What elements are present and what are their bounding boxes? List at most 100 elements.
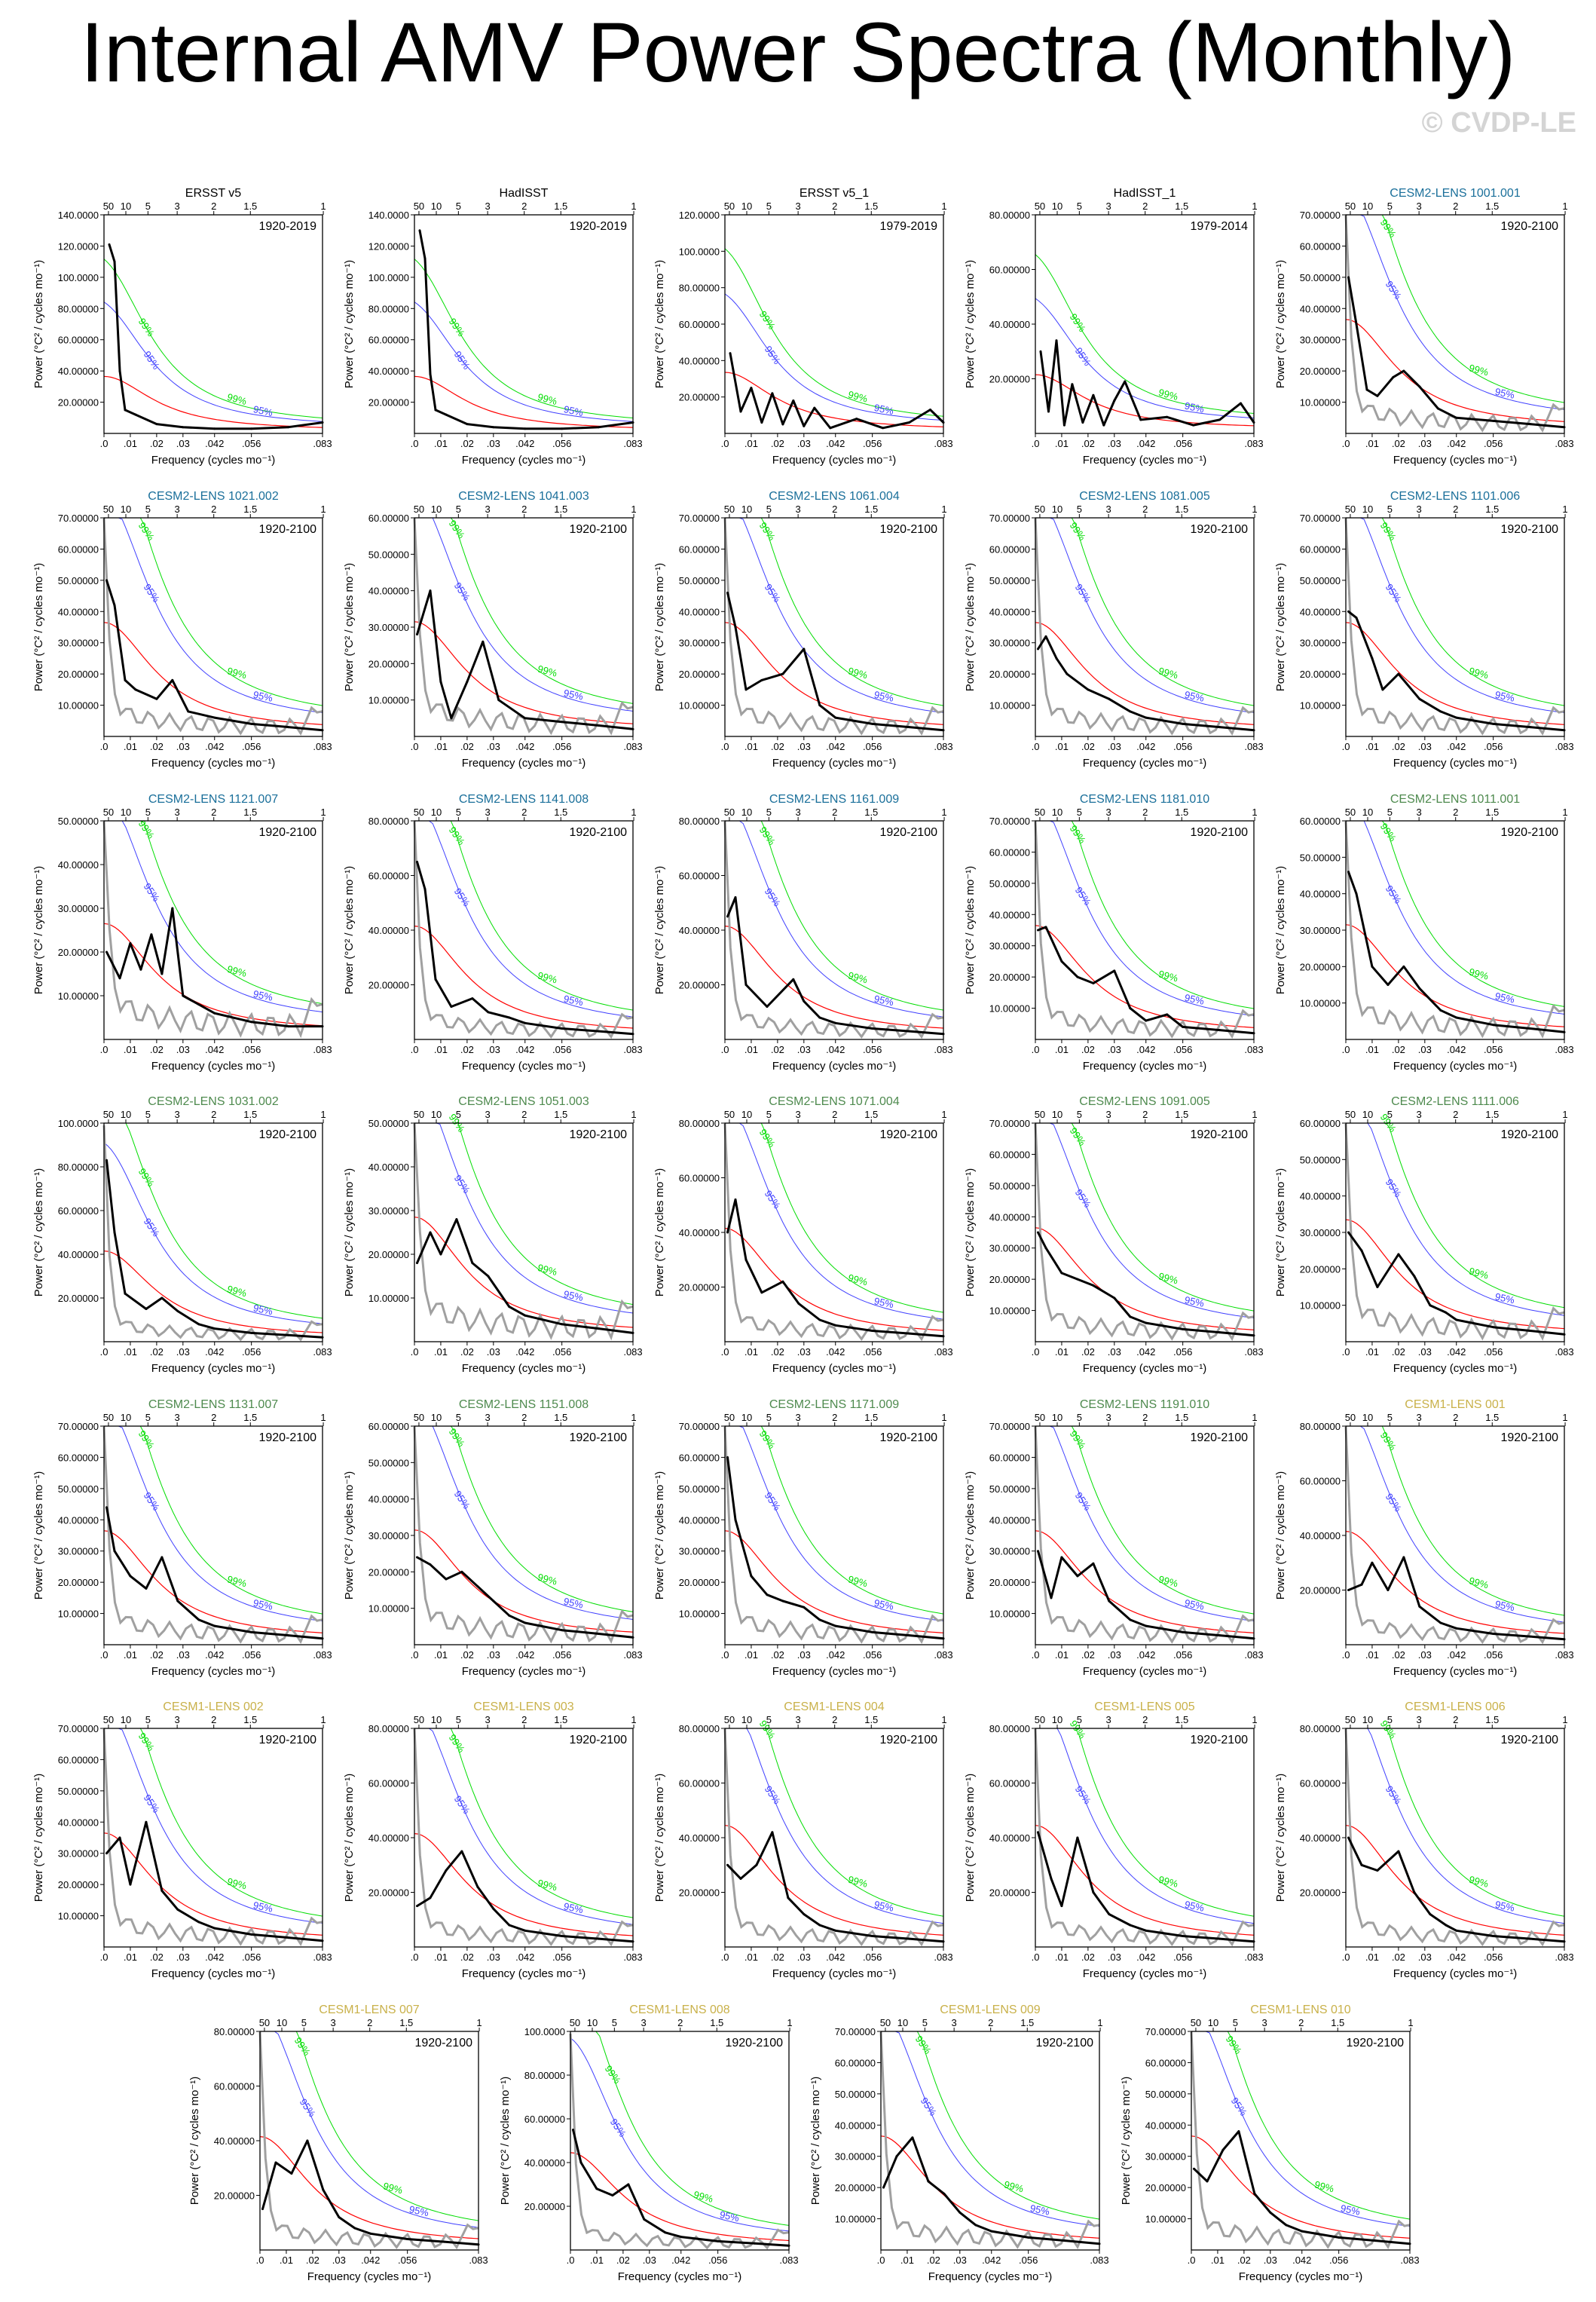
- x-tick-label: .03: [487, 741, 500, 752]
- top-tick-label: 10: [741, 1109, 752, 1120]
- y-axis-label: Power (°C² / cycles mo⁻¹): [653, 260, 666, 389]
- top-tick-label: 3: [1262, 2017, 1267, 2028]
- ci99-label: 99%: [847, 665, 869, 681]
- top-tick-label: 10: [1052, 201, 1062, 212]
- panel-title: CESM1-LENS 005: [1094, 1700, 1194, 1713]
- x-tick-label: .042: [1136, 1044, 1155, 1055]
- ci95-label: 95%: [873, 1899, 895, 1914]
- x-tick-label: .0: [1188, 2255, 1196, 2266]
- spectrum-point: [322, 2188, 325, 2191]
- ci95-curve: [1035, 1728, 1255, 1924]
- panel-period: 1920-2100: [569, 826, 627, 839]
- spectrum-point: [445, 413, 448, 416]
- x-tick-label: .02: [460, 438, 474, 449]
- top-tick-label: 5: [766, 1412, 772, 1423]
- top-tick-label: 50: [724, 807, 735, 818]
- ci99-curve: [1346, 1425, 1565, 1616]
- ensemble-spectrum-line: [723, 1425, 944, 1645]
- plot-frame: [1345, 820, 1565, 1040]
- top-tick-label: 2: [832, 201, 837, 212]
- x-tick-label: .01: [124, 1044, 137, 1055]
- ci95-label: 95%: [1073, 582, 1093, 605]
- spectrum-point: [561, 721, 564, 724]
- ci99-label: 99%: [226, 1573, 248, 1589]
- y-tick-label: 70.00000: [1300, 513, 1341, 524]
- y-tick-label: 40.00000: [58, 1249, 99, 1260]
- ci95-curve: [1035, 517, 1255, 713]
- y-axis-label: Power (°C² / cycles mo⁻¹): [964, 1168, 977, 1297]
- spectrum-point: [739, 1877, 742, 1880]
- ci95-label: 95%: [719, 2209, 741, 2224]
- top-tick-label: 1: [631, 1714, 636, 1725]
- top-tick-label: 1: [320, 1412, 326, 1423]
- ci95-label: 95%: [763, 1783, 783, 1806]
- ensemble-spectrum-line: [723, 820, 944, 1039]
- ci95-label: 95%: [1384, 1491, 1404, 1514]
- y-tick-label: 20.00000: [368, 1887, 409, 1899]
- x-tick-label: .056: [708, 2255, 727, 2266]
- y-axis-label: Power (°C² / cycles mo⁻¹): [653, 1168, 666, 1297]
- y-tick-label: 40.00000: [214, 2135, 255, 2147]
- x-tick-label: .0: [411, 1951, 419, 1963]
- x-tick-label: .083: [1244, 1951, 1263, 1963]
- spectrum-point: [1529, 1330, 1532, 1332]
- ci95-label: 95%: [1384, 279, 1404, 302]
- ci95-curve: [570, 2037, 790, 2232]
- y-tick-label: 20.00000: [679, 980, 720, 991]
- x-tick-label: .083: [313, 1951, 332, 1963]
- top-tick-label: 50: [414, 1412, 424, 1423]
- spectrum-point: [1129, 1315, 1132, 1318]
- top-tick-label: 1.5: [864, 1109, 878, 1120]
- spectrum-point: [1360, 1583, 1363, 1586]
- x-tick-label: .0: [1032, 1649, 1040, 1661]
- spectrum-point: [1092, 1284, 1095, 1287]
- top-tick-label: 2: [832, 1412, 837, 1423]
- spectrum-point: [834, 1324, 837, 1327]
- ci99-label: 99%: [447, 316, 467, 338]
- top-tick-label: 50: [1345, 504, 1356, 515]
- ci99-label: 99%: [1378, 520, 1399, 543]
- spectrum-point: [771, 1831, 774, 1834]
- top-tick-label: 10: [121, 1109, 131, 1120]
- ci95-label: 95%: [1494, 386, 1516, 401]
- spectrum-point: [250, 1630, 253, 1633]
- ci95-curve: [104, 1728, 323, 1924]
- x-tick-label: .01: [1055, 1346, 1069, 1358]
- ensemble-spectrum-line: [1344, 1728, 1565, 1947]
- spectrum-point: [1371, 1561, 1374, 1564]
- spectrum-point: [1050, 1596, 1053, 1599]
- x-tick-label: .083: [1244, 438, 1263, 449]
- spectrum-line: [1347, 871, 1565, 1033]
- y-tick-label: 40.00000: [1300, 303, 1341, 314]
- x-tick-label: .083: [934, 741, 952, 752]
- ci99-label: 99%: [1157, 665, 1179, 681]
- ci95-label: 95%: [563, 687, 585, 703]
- ci95-label: 95%: [1073, 885, 1093, 908]
- spectrum-point: [1076, 1278, 1079, 1281]
- x-tick-label: .01: [434, 741, 448, 752]
- ci99-label: 99%: [1157, 968, 1179, 984]
- ci95-curve: [1191, 2031, 1411, 2227]
- panel-period: 1920-2100: [1500, 1431, 1558, 1444]
- spectrum-point: [187, 710, 190, 713]
- panel-period: 1920-2100: [258, 1734, 316, 1746]
- x-tick-label: .01: [1365, 1951, 1379, 1963]
- spectrum-point: [871, 722, 874, 725]
- y-tick-label: 40.00000: [58, 1817, 99, 1828]
- top-tick-label: 3: [641, 2017, 647, 2028]
- spectrum-point: [1062, 424, 1066, 427]
- top-tick-label: 3: [796, 807, 801, 818]
- y-tick-label: 30.00000: [58, 1848, 99, 1860]
- ci99-curve: [104, 1425, 323, 1615]
- x-tick-label: .03: [797, 1951, 811, 1963]
- y-tick-label: 80.00000: [679, 283, 720, 294]
- y-tick-label: 50.00000: [58, 816, 99, 827]
- spectrum-point: [1418, 385, 1421, 388]
- x-tick-label: .042: [826, 1044, 845, 1055]
- ci99-curve: [1346, 1122, 1565, 1309]
- spectrum-point: [1285, 2224, 1288, 2227]
- x-tick-label: .03: [1108, 1951, 1121, 1963]
- ci99-label: 99%: [1378, 821, 1399, 843]
